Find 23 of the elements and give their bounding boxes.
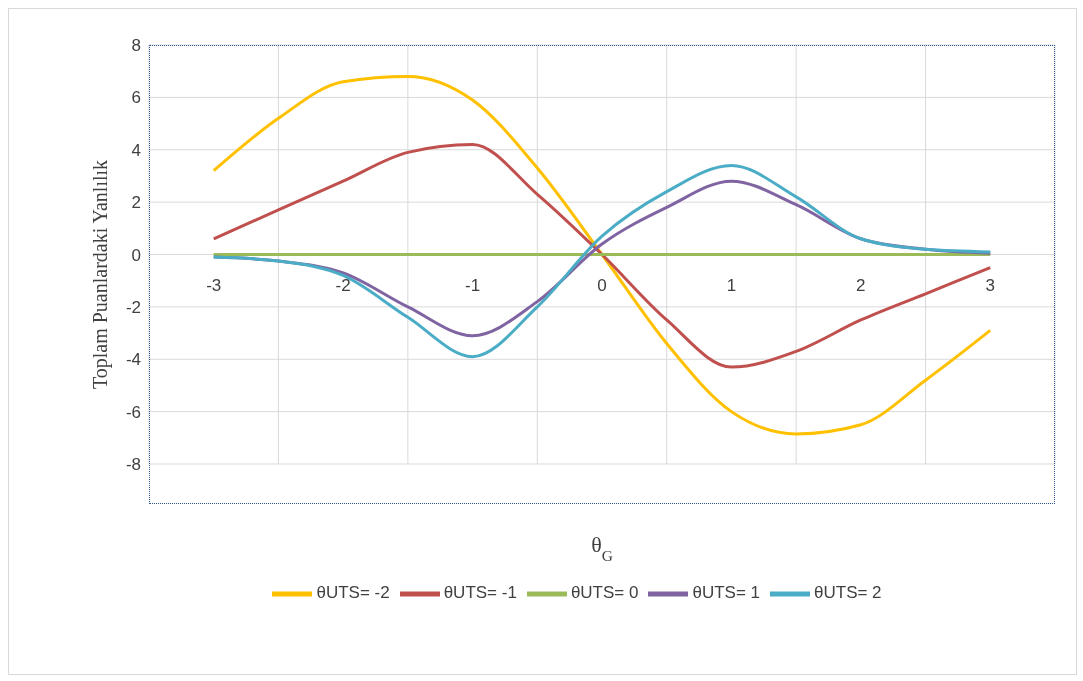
- legend-label: θUTS= -1: [443, 583, 517, 603]
- y-tick-label: 8: [131, 36, 141, 56]
- y-tick-label: 0: [131, 245, 141, 265]
- x-tick-label: 1: [726, 275, 737, 295]
- legend-label: θUTS= 0: [570, 583, 639, 603]
- x-tick-label: 3: [985, 275, 996, 295]
- y-tick-label: 6: [131, 88, 141, 108]
- legend-label: θUTS= 2: [814, 583, 882, 603]
- x-tick-label: -1: [465, 275, 481, 295]
- x-tick-label: -2: [335, 275, 351, 295]
- y-tick-label: -4: [125, 350, 141, 370]
- y-tick-label: -8: [125, 455, 141, 475]
- legend-label: θUTS= -2: [316, 583, 390, 603]
- x-tick-label: -3: [206, 275, 222, 295]
- x-tick-label: 0: [597, 275, 607, 295]
- y-tick-label: -2: [125, 297, 141, 317]
- x-tick-label: 2: [856, 275, 866, 295]
- legend-label: θUTS= 1: [692, 583, 761, 603]
- x-axis-title: θ$_{G}$: [591, 532, 613, 564]
- y-tick-label: -6: [125, 402, 141, 422]
- y-tick-label: 4: [131, 140, 141, 160]
- y-axis-title: Toplam Puanlardaki Yanlılık: [89, 159, 112, 390]
- y-tick-label: 2: [131, 193, 141, 213]
